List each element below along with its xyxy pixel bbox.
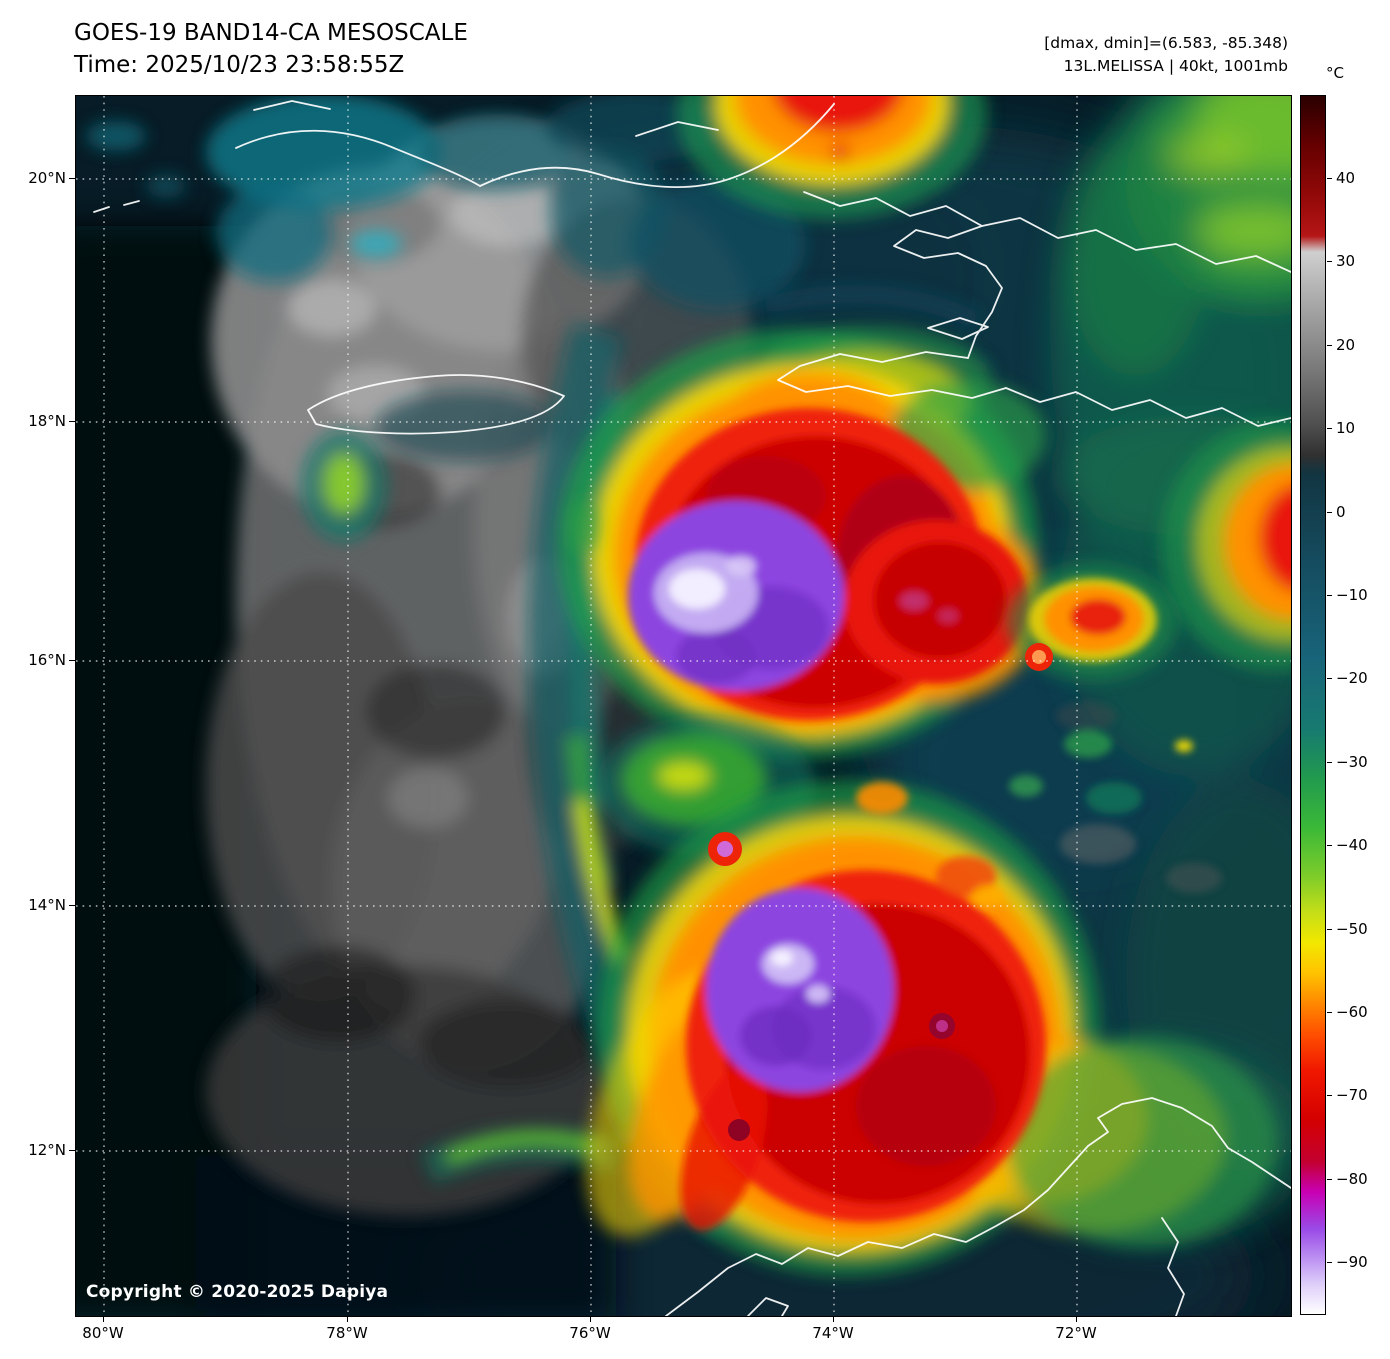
colorbar-tick — [1327, 512, 1332, 513]
x-axis-tick — [1076, 1316, 1077, 1322]
dmax-dmin-readout: [dmax, dmin]=(6.583, -85.348) — [1044, 34, 1288, 52]
colorbar-tick-label-m60: −60 — [1336, 1003, 1368, 1021]
coast-maracaibo — [1161, 1217, 1185, 1316]
colorbar-tick — [1327, 762, 1332, 763]
coast-gonave-island — [927, 317, 989, 340]
coast-inlet — [747, 1297, 789, 1316]
colorbar-tick-label-m80: −80 — [1336, 1170, 1368, 1188]
colorbar-tick-label-30: 30 — [1336, 252, 1356, 270]
colorbar-tick-label-m20: −20 — [1336, 669, 1368, 687]
storm-info: 13L.MELISSA | 40kt, 1001mb — [1063, 57, 1288, 75]
y-axis-tick — [69, 1150, 75, 1151]
x-axis-tick — [347, 1316, 348, 1322]
colorbar-tick — [1327, 178, 1332, 179]
colorbar-unit-label: °C — [1326, 64, 1344, 82]
page-title: GOES-19 BAND14-CA MESOSCALE — [74, 20, 468, 46]
colorbar-tick — [1327, 678, 1332, 679]
coast-cays-1 — [93, 206, 110, 213]
coast-jamaica — [307, 374, 565, 435]
lon-label-76w: 76°W — [569, 1324, 611, 1342]
lon-label-74w: 74°W — [812, 1324, 854, 1342]
x-axis-tick — [833, 1316, 834, 1322]
satellite-ir-image — [76, 96, 1291, 1316]
colorbar-tick-label-40: 40 — [1336, 169, 1356, 187]
small-east-convective-cells — [1007, 564, 1222, 893]
image-timestamp: Time: 2025/10/23 23:58:55Z — [74, 52, 405, 78]
colorbar-tick-label-m30: −30 — [1336, 753, 1368, 771]
colorbar-tick — [1327, 1179, 1332, 1180]
storm-south-mcs — [585, 780, 1277, 1276]
colorbar — [1300, 95, 1326, 1315]
colorbar-tick — [1327, 929, 1332, 930]
lon-label-78w: 78°W — [326, 1324, 368, 1342]
storm-north-mcs — [558, 326, 1046, 759]
coast-haiti-nw-peninsula — [893, 225, 1003, 359]
colorbar-tick-label-m10: −10 — [1336, 586, 1368, 604]
coast-cuba-north-1 — [253, 100, 331, 111]
coastlines — [93, 100, 1291, 1316]
y-axis-tick — [69, 660, 75, 661]
colorbar-tick — [1327, 345, 1332, 346]
x-axis-tick — [103, 1316, 104, 1322]
y-axis-tick — [69, 905, 75, 906]
colorbar-tick — [1327, 1262, 1332, 1263]
lat-label-16n: 16°N — [28, 651, 66, 669]
coast-cuba-north-2 — [635, 121, 719, 137]
lat-label-14n: 14°N — [28, 896, 66, 914]
colorbar-tick — [1327, 1012, 1332, 1013]
colorbar-tick-label-m50: −50 — [1336, 920, 1368, 938]
colorbar-tick — [1327, 1095, 1332, 1096]
coast-hispaniola-north — [803, 191, 1291, 273]
coast-cuba-west — [235, 129, 481, 187]
midlevel-teal-patches — [86, 96, 806, 541]
colorbar-tick — [1327, 595, 1332, 596]
coast-cuba-east — [479, 103, 835, 189]
copyright-watermark: Copyright © 2020-2025 Dapiya — [86, 1282, 389, 1302]
lat-label-18n: 18°N — [28, 412, 66, 430]
colorbar-tick-label-20: 20 — [1336, 336, 1356, 354]
colorbar-tick-label-10: 10 — [1336, 419, 1356, 437]
colorbar-tick — [1327, 845, 1332, 846]
colorbar-tick-label-m40: −40 — [1336, 836, 1368, 854]
header-right: [dmax, dmin]=(6.583, -85.348) 13L.MELISS… — [1044, 32, 1288, 78]
colorbar-tick-label-m70: −70 — [1336, 1086, 1368, 1104]
lon-label-72w: 72°W — [1055, 1324, 1097, 1342]
coast-cays-2 — [123, 200, 140, 206]
coast-south-america — [665, 1097, 1291, 1316]
lat-lon-grid — [76, 96, 1291, 1316]
lon-label-80w: 80°W — [82, 1324, 124, 1342]
coast-hispaniola-south — [1005, 387, 1291, 427]
satellite-map: Copyright © 2020-2025 Dapiya — [75, 95, 1292, 1317]
colorbar-tick — [1327, 261, 1332, 262]
coast-haiti-south-peninsula — [777, 351, 1007, 399]
y-axis-tick — [69, 178, 75, 179]
east-edge-convective-blob — [1161, 421, 1291, 671]
x-axis-tick — [590, 1316, 591, 1322]
colorbar-tick-label-0: 0 — [1336, 503, 1346, 521]
lat-label-12n: 12°N — [28, 1141, 66, 1159]
colorbar-tick-label-m90: −90 — [1336, 1253, 1368, 1271]
colorbar-tick — [1327, 428, 1332, 429]
y-axis-tick — [69, 421, 75, 422]
lat-label-20n: 20°N — [28, 169, 66, 187]
top-convective-blob — [677, 96, 987, 219]
